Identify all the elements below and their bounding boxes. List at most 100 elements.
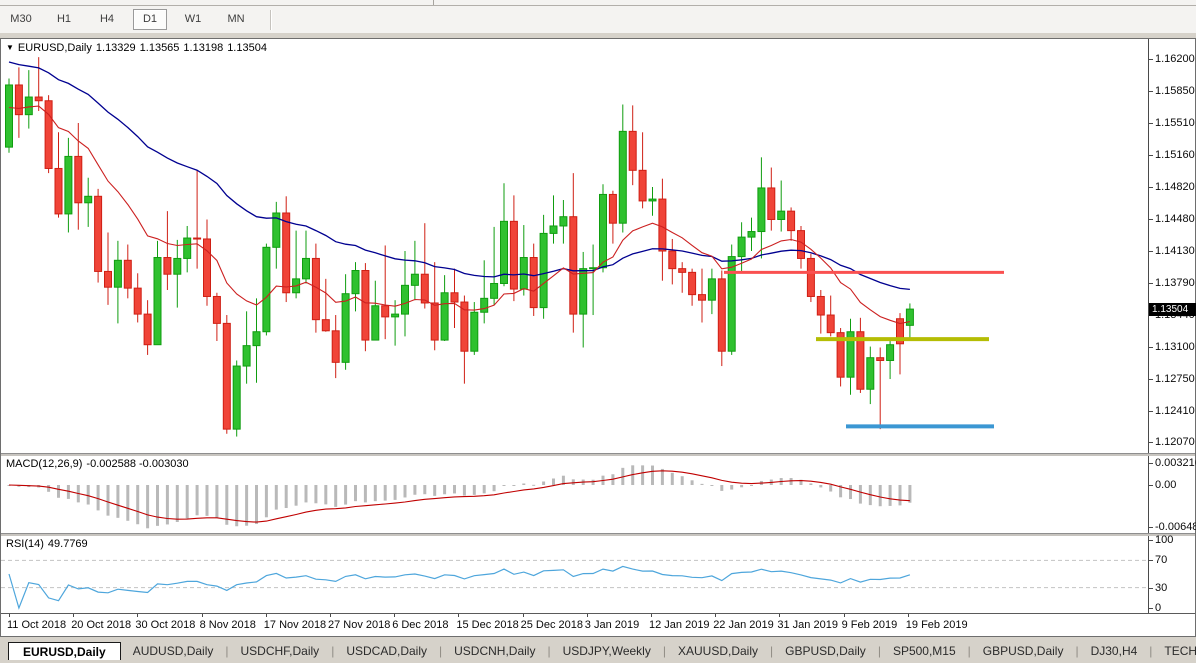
rsi-axis-tick — [1148, 540, 1153, 541]
rsi-axis-label: 100 — [1155, 534, 1174, 546]
macd-axis-tick — [1148, 485, 1153, 486]
pane-splitter[interactable] — [1, 453, 1195, 456]
macd-chart[interactable] — [1, 456, 1148, 533]
date-axis-label: 30 Oct 2018 — [135, 619, 196, 631]
price-axis-tick — [1148, 379, 1153, 381]
price-axis-label: 1.15850 — [1155, 85, 1195, 98]
price-axis-border — [1148, 39, 1149, 453]
rsi-axis-tick — [1148, 560, 1153, 562]
date-axis-label: 22 Jan 2019 — [713, 619, 774, 631]
price-axis-label: 1.14820 — [1155, 181, 1195, 193]
date-axis-label: 25 Dec 2018 — [520, 619, 583, 631]
macd-title: MACD(12,26,9) -0.002588 -0.003030 — [6, 458, 193, 470]
price-axis-tick — [1148, 346, 1153, 348]
tab-separator: | — [770, 644, 774, 658]
price-axis-tick — [1148, 410, 1153, 412]
macd-axis-border — [1148, 456, 1149, 533]
tab-usdjpy-weekly[interactable]: USDJPY,Weekly — [562, 644, 651, 658]
rsi-axis-label: 70 — [1155, 554, 1168, 567]
timeframe-button-d1[interactable]: D1 — [133, 9, 167, 30]
macd-pane[interactable]: MACD(12,26,9) -0.002588 -0.003030 0.00321… — [1, 456, 1196, 533]
price-axis-tick — [1148, 123, 1153, 124]
price-axis-tick — [1148, 59, 1153, 60]
macd-values: -0.002588 -0.003030 — [86, 458, 189, 470]
tab-separator: | — [547, 644, 551, 658]
date-axis-tick — [907, 614, 909, 617]
price-axis-label: 1.16200 — [1155, 53, 1195, 65]
price-pane[interactable]: ▼ EURUSD,Daily 1.13329 1.13565 1.13198 1.1350… — [1, 39, 1196, 453]
price-axis-label: 1.13100 — [1155, 340, 1195, 353]
rsi-title: RSI(14) 49.7769 — [6, 538, 92, 550]
tab-dj30-h4[interactable]: DJ30,H4 — [1090, 644, 1138, 658]
price-axis-label: 1.12750 — [1155, 373, 1195, 386]
timeframe-button-w1[interactable]: W1 — [184, 13, 202, 25]
timeframe-button-mn[interactable]: MN — [227, 13, 245, 25]
price-axis-tick — [1148, 91, 1153, 93]
price-axis-label: 1.15510 — [1155, 117, 1195, 129]
date-axis-label: 8 Nov 2018 — [199, 619, 256, 631]
date-axis-label: 12 Jan 2019 — [649, 619, 710, 631]
timeframe-toolbar: M30 H1 H4 D1 W1 MN — [0, 6, 1196, 33]
macd-axis-tick — [1148, 527, 1153, 528]
rsi-axis-tick — [1148, 608, 1153, 609]
collapse-indicator-icon[interactable]: ▼ — [6, 43, 14, 52]
date-axis-tick — [9, 614, 10, 617]
price-axis-tick — [1148, 251, 1153, 253]
rsi-value: 49.7769 — [47, 538, 88, 550]
tab-tech100-[interactable]: TECH100, — [1164, 644, 1196, 658]
date-axis-label: 15 Dec 2018 — [456, 619, 519, 631]
chart-tab-bar: EURUSD,Daily AUDUSD,Daily | USDCHF,Daily | US… — [0, 640, 1196, 661]
tab-usdcnh-daily[interactable]: USDCNH,Daily — [454, 644, 536, 658]
rsi-axis-label: 30 — [1155, 581, 1168, 594]
tab-gbpusd-daily[interactable]: GBPUSD,Daily — [785, 644, 866, 658]
date-axis-label: 3 Jan 2019 — [584, 619, 640, 631]
timeframe-button-h1[interactable]: H1 — [56, 13, 72, 25]
date-axis-label: 17 Nov 2018 — [263, 619, 327, 631]
timeframe-button-m30[interactable]: M30 — [10, 13, 32, 25]
tab-usdchf-daily[interactable]: USDCHF,Daily — [240, 644, 320, 658]
rsi-label: RSI(14) — [6, 538, 44, 550]
tab-separator: | — [1075, 644, 1079, 658]
price-axis-tick — [1148, 187, 1153, 188]
price-axis-tick — [1148, 442, 1153, 444]
price-axis-tick — [1148, 155, 1153, 157]
tab-gbpusd-daily[interactable]: GBPUSD,Daily — [982, 644, 1064, 658]
tab-eurusd-daily[interactable]: EURUSD,Daily — [8, 642, 121, 661]
rsi-pane[interactable]: RSI(14) 49.7769 100 70 30 0 — [1, 534, 1195, 614]
rsi-chart[interactable] — [1, 536, 1148, 613]
tab-sp500-m15[interactable]: SP500,M15 — [892, 644, 956, 658]
timeframe-button-h4[interactable]: H4 — [99, 13, 115, 25]
tab-audusd-daily[interactable]: AUDUSD,Daily — [132, 644, 214, 658]
macd-axis-label: 0.00 — [1155, 479, 1177, 491]
low-value: 1.13198 — [183, 42, 224, 54]
price-axis-label: 1.14130 — [1155, 245, 1195, 258]
tab-xauusd-daily[interactable]: XAUUSD,Daily — [677, 644, 758, 658]
price-axis-label: 1.14480 — [1155, 212, 1195, 225]
date-axis-tick — [458, 614, 460, 617]
top-toolbar-remnant — [0, 0, 1196, 6]
macd-axis-label: 0.003216 — [1155, 456, 1196, 469]
date-axis-label: 20 Oct 2018 — [71, 619, 132, 631]
date-axis-label: 9 Feb 2019 — [841, 619, 898, 631]
tab-usdcad-daily[interactable]: USDCAD,Daily — [346, 644, 427, 658]
current-price-marker: 1.13504 — [1149, 303, 1196, 317]
tab-separator: | — [225, 644, 229, 658]
date-axis[interactable]: 11 Oct 2018 20 Oct 2018 30 Oct 2018 8 Nov 2… — [1, 613, 1195, 635]
date-axis-tick — [586, 614, 588, 617]
high-value: 1.13565 — [139, 42, 180, 54]
date-axis-tick — [394, 614, 396, 617]
date-axis-tick — [330, 614, 331, 617]
chart-header: ▼ EURUSD,Daily 1.13329 1.13565 1.13198 1.1350… — [6, 42, 271, 54]
date-axis-tick — [73, 614, 75, 617]
symbol-label: EURUSD,Daily — [17, 42, 92, 54]
date-axis-tick — [715, 614, 717, 617]
date-axis-label: 6 Dec 2018 — [392, 619, 449, 631]
macd-axis-tick — [1148, 462, 1153, 464]
candlestick-chart[interactable] — [1, 39, 1148, 453]
tab-separator: | — [439, 644, 443, 658]
tab-separator: | — [331, 644, 335, 658]
price-axis-label: 1.12070 — [1155, 436, 1195, 449]
chart-window: ▼ EURUSD,Daily 1.13329 1.13565 1.13198 1.1350… — [0, 38, 1196, 637]
pane-splitter[interactable] — [1, 533, 1195, 536]
price-axis-label: 1.13790 — [1155, 276, 1195, 289]
